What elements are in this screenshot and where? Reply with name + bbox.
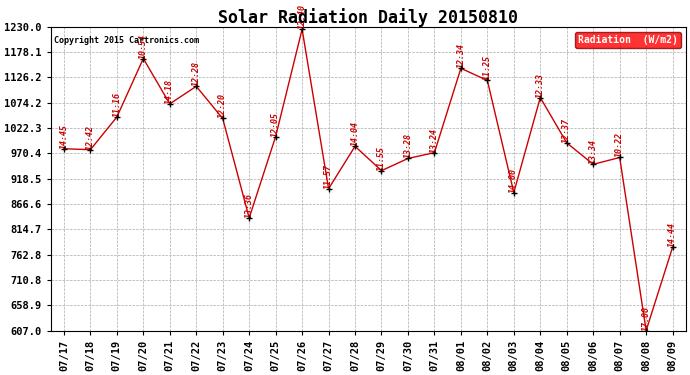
Text: 10:22: 10:22 xyxy=(615,132,624,158)
Point xyxy=(509,190,520,196)
Text: 14:44: 14:44 xyxy=(668,222,677,247)
Point xyxy=(244,215,255,221)
Point xyxy=(138,56,149,62)
Text: 12:40: 12:40 xyxy=(297,4,306,29)
Title: Solar Radiation Daily 20150810: Solar Radiation Daily 20150810 xyxy=(218,8,518,27)
Legend: Radiation  (W/m2): Radiation (W/m2) xyxy=(575,32,681,48)
Text: 12:42: 12:42 xyxy=(86,125,95,150)
Text: 12:33: 12:33 xyxy=(535,72,545,98)
Text: 12:28: 12:28 xyxy=(192,62,201,86)
Point xyxy=(535,94,546,100)
Point xyxy=(164,101,175,107)
Text: 12:20: 12:20 xyxy=(218,93,227,118)
Text: 10:54: 10:54 xyxy=(139,33,148,58)
Point xyxy=(350,143,361,149)
Text: 11:57: 11:57 xyxy=(324,164,333,189)
Text: 17:00: 17:00 xyxy=(642,306,651,330)
Point xyxy=(59,146,70,152)
Point xyxy=(640,327,651,333)
Point xyxy=(217,116,228,122)
Text: 12:37: 12:37 xyxy=(562,118,571,143)
Text: 13:28: 13:28 xyxy=(404,134,413,159)
Point xyxy=(402,156,413,162)
Text: 13:24: 13:24 xyxy=(430,128,439,153)
Point xyxy=(85,147,96,153)
Text: 14:45: 14:45 xyxy=(59,124,68,149)
Text: 12:05: 12:05 xyxy=(271,111,280,136)
Text: 11:55: 11:55 xyxy=(377,146,386,171)
Point xyxy=(297,26,308,32)
Text: 11:16: 11:16 xyxy=(112,92,121,117)
Point xyxy=(614,154,625,160)
Text: 14:04: 14:04 xyxy=(351,121,359,146)
Text: 13:34: 13:34 xyxy=(589,140,598,164)
Point xyxy=(270,134,281,140)
Point xyxy=(588,161,599,167)
Text: 14:18: 14:18 xyxy=(166,79,175,104)
Point xyxy=(376,168,387,174)
Text: Copyright 2015 Cartronics.com: Copyright 2015 Cartronics.com xyxy=(54,36,199,45)
Point xyxy=(455,65,466,71)
Point xyxy=(190,83,201,89)
Point xyxy=(111,114,122,120)
Point xyxy=(482,78,493,84)
Text: 12:34: 12:34 xyxy=(456,43,465,68)
Point xyxy=(561,140,572,146)
Point xyxy=(323,186,334,192)
Point xyxy=(667,244,678,250)
Point xyxy=(429,150,440,156)
Text: 11:25: 11:25 xyxy=(483,56,492,81)
Text: 13:36: 13:36 xyxy=(245,193,254,218)
Text: 14:00: 14:00 xyxy=(509,168,518,193)
